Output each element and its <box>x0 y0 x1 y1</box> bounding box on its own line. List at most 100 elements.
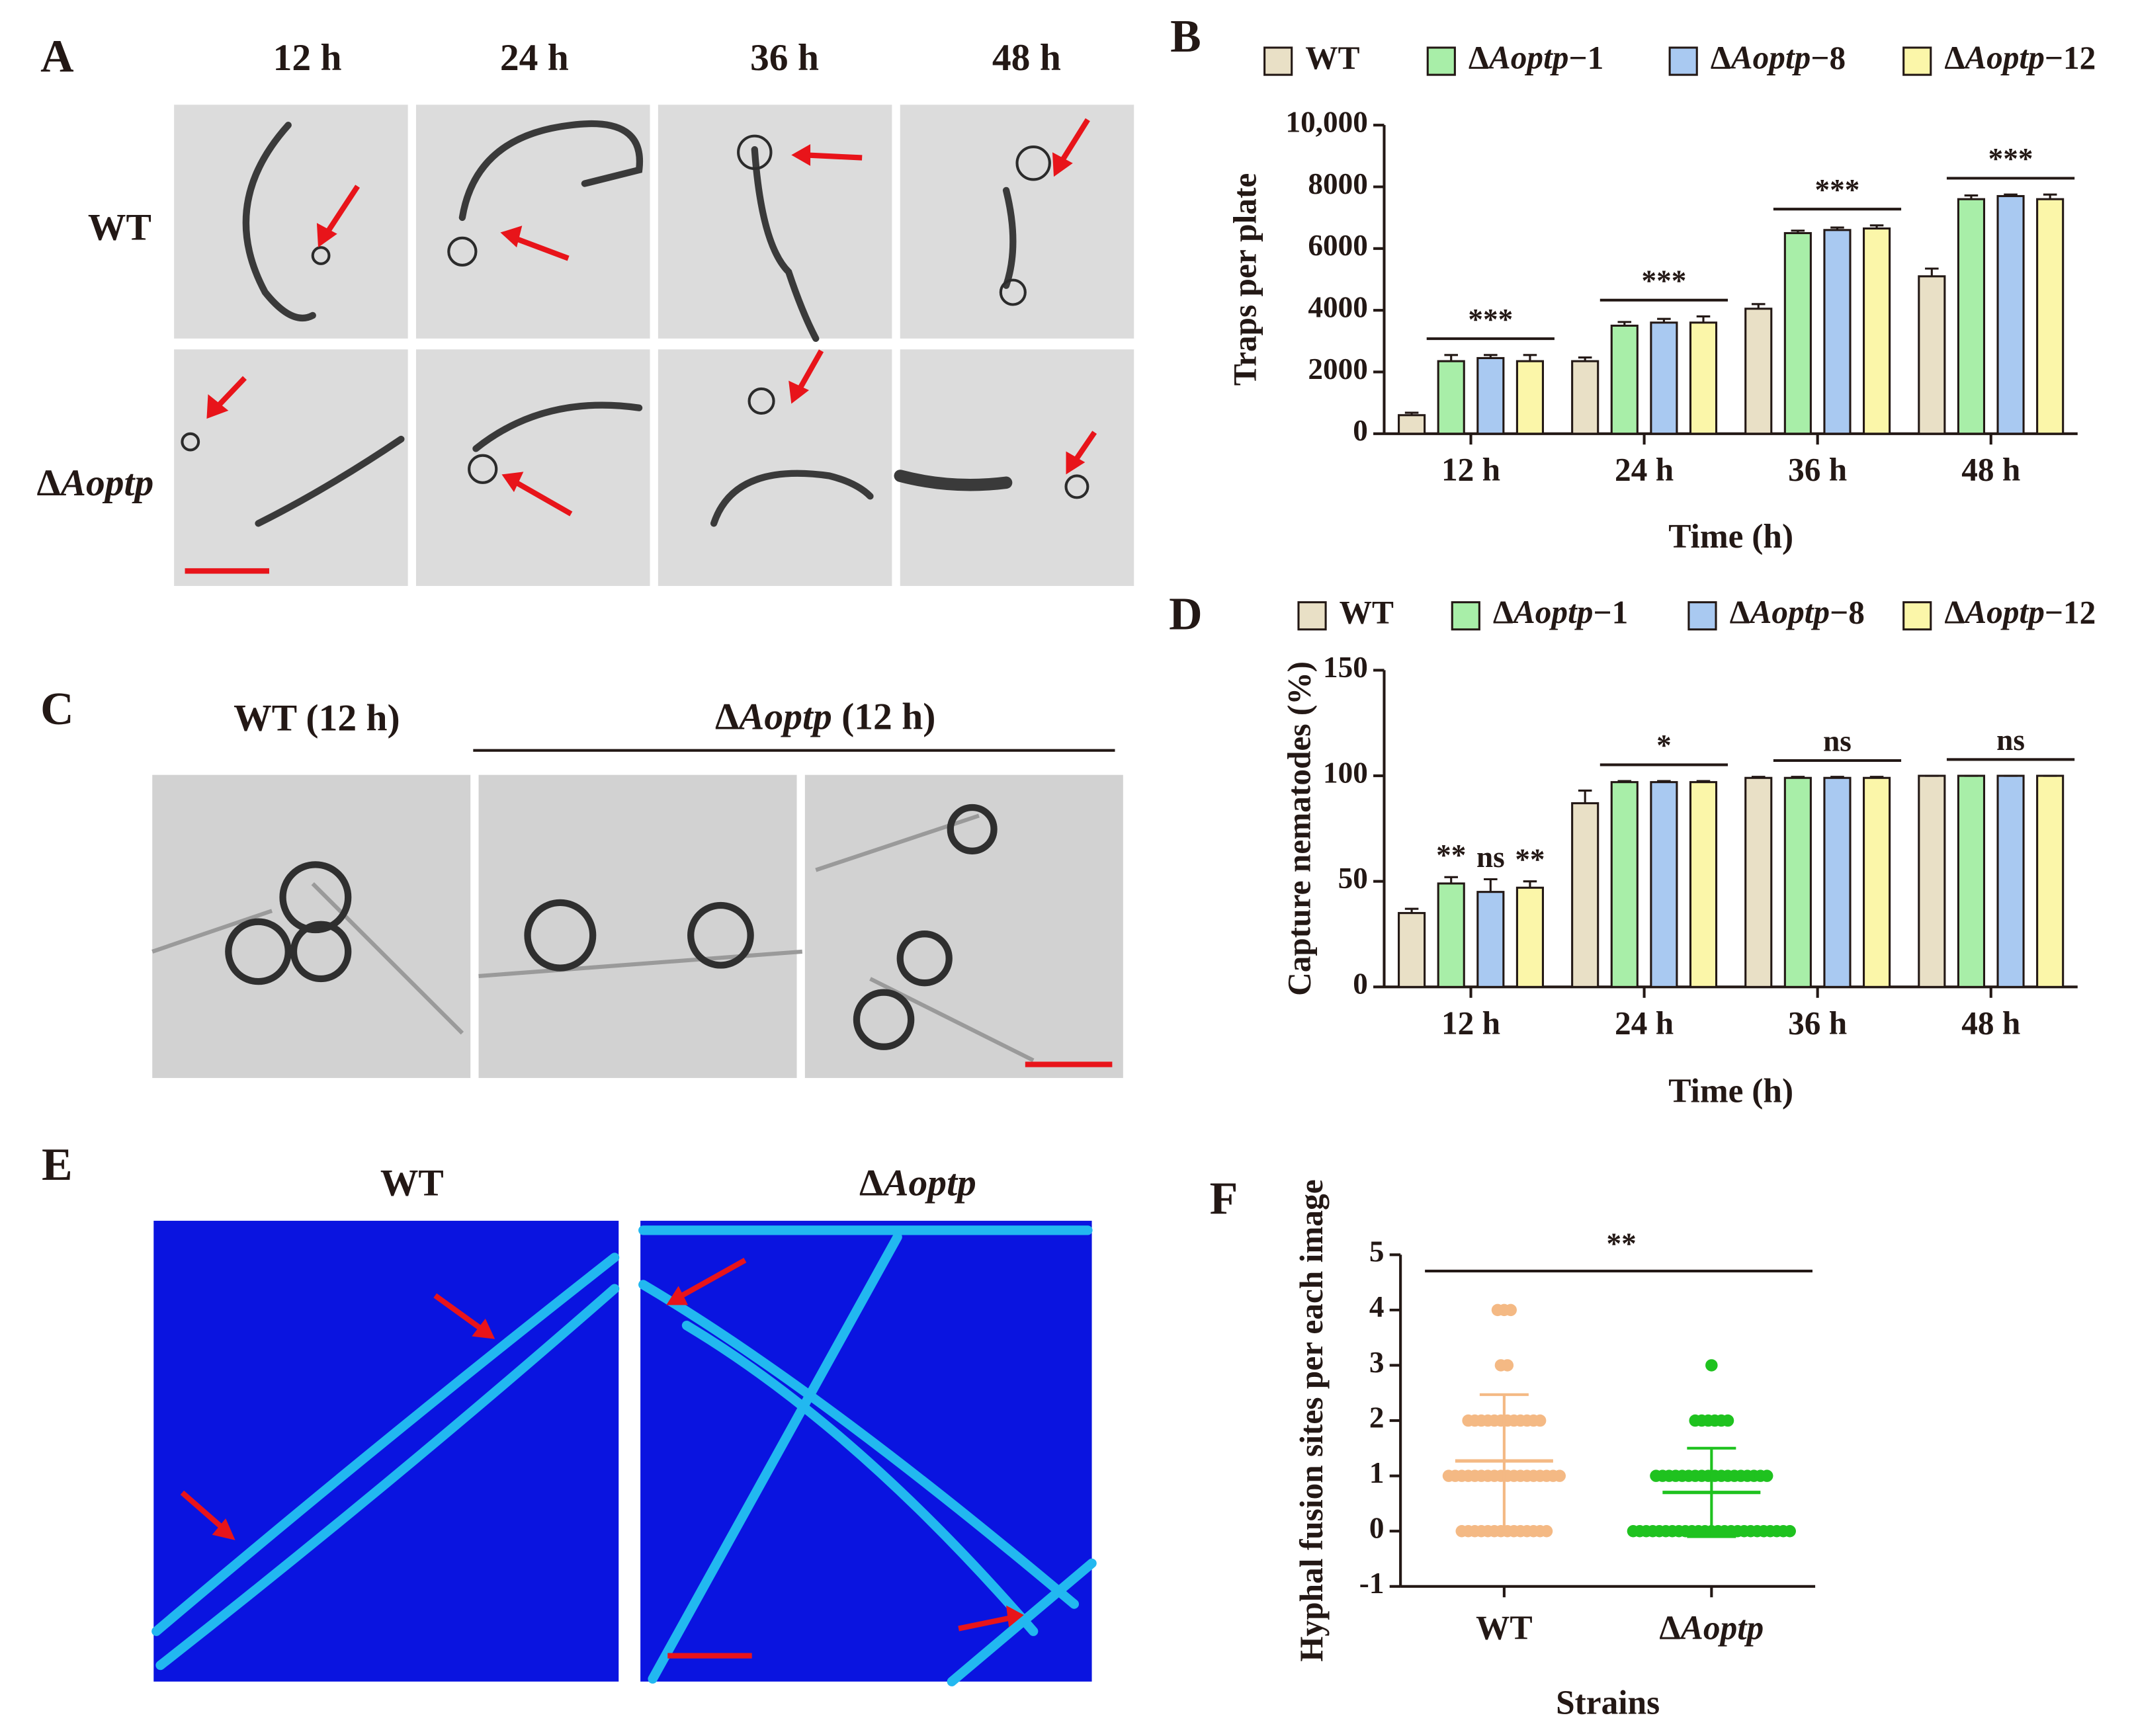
legend-label: ΔAoptp−1 <box>1493 595 1628 631</box>
arrow <box>513 235 570 261</box>
bar <box>1398 414 1426 435</box>
trap <box>468 454 498 484</box>
error-bar <box>1830 226 1844 230</box>
arrows-a <box>206 118 1097 517</box>
legend-swatch <box>1902 601 1932 631</box>
legend-label: ΔAoptp−8 <box>1711 40 1846 76</box>
error-bar <box>1696 780 1711 782</box>
bar <box>1610 324 1639 435</box>
bar <box>2036 774 2065 988</box>
micrograph <box>658 104 892 339</box>
arrow <box>323 185 361 235</box>
micrographs-a <box>174 104 1134 586</box>
column-label: 12 h <box>273 37 342 79</box>
x-tick-label: 12 h <box>1441 1005 1500 1041</box>
legend-label: ΔAoptp−8 <box>1730 595 1865 631</box>
significance-label: ns <box>1823 725 1852 758</box>
bar <box>1476 891 1505 988</box>
micrograph <box>415 104 650 339</box>
trap <box>1064 474 1089 499</box>
y-tick-label: 5 <box>1369 1235 1385 1268</box>
bar <box>1437 360 1465 435</box>
error-bar <box>1925 267 1939 276</box>
bar <box>1863 776 1891 988</box>
error-bar <box>1791 229 1805 233</box>
bar <box>1957 774 1986 988</box>
image-title: ΔAoptp <box>859 1163 976 1204</box>
micrograph <box>174 349 408 586</box>
error-bar <box>1830 776 1844 778</box>
x-axis-label: Time (h) <box>1668 1073 1793 1110</box>
bar <box>1918 774 1946 988</box>
error-bar <box>2043 193 2057 200</box>
bar <box>1476 356 1505 435</box>
error-bar <box>1523 354 1537 362</box>
x-tick-label: 48 h <box>1961 1005 2020 1041</box>
arrow <box>804 152 863 161</box>
significance-label: *** <box>1641 265 1686 298</box>
x-tick-label: 12 h <box>1441 452 1500 488</box>
bar <box>1823 229 1852 435</box>
error-bar <box>1404 411 1419 415</box>
arrow <box>180 1490 228 1533</box>
data-point <box>1783 1524 1796 1538</box>
bar <box>1744 776 1773 988</box>
trap <box>279 861 352 934</box>
panel-label: C <box>40 684 73 735</box>
bar <box>1689 321 1718 435</box>
error-bar <box>1869 224 1884 229</box>
trap <box>290 921 352 983</box>
error-bar <box>1964 194 1979 200</box>
nematodes <box>242 120 1017 527</box>
arrow <box>795 349 824 393</box>
nematode <box>255 435 405 527</box>
arrows-e <box>180 1257 1024 1632</box>
significance-label: *** <box>1815 173 1860 206</box>
legend-label: WT <box>1305 40 1359 76</box>
bar <box>1515 360 1545 435</box>
error-bar <box>1751 303 1766 309</box>
legend-swatch <box>1902 46 1932 76</box>
trap <box>225 918 292 985</box>
data-point <box>1501 1359 1514 1372</box>
y-tick-label: 50 <box>1338 862 1368 895</box>
row-label: ΔAoptp <box>36 462 153 504</box>
error-bar <box>1484 354 1498 358</box>
panel-label: E <box>42 1139 73 1190</box>
y-tick-label: 2000 <box>1308 352 1367 386</box>
trap <box>947 804 998 854</box>
panel-label: D <box>1169 589 1202 640</box>
x-tick-label: 36 h <box>1788 452 1847 488</box>
legend-label: ΔAoptp−12 <box>1944 595 2096 631</box>
significance-label: *** <box>1468 303 1513 336</box>
bar <box>1783 776 1812 988</box>
row-label: WT <box>88 207 151 249</box>
error-bar <box>1617 780 1632 782</box>
micrograph <box>415 349 650 586</box>
bar <box>1515 886 1545 988</box>
nematode <box>458 120 644 222</box>
arrowhead <box>212 1518 235 1540</box>
error-bar <box>1617 321 1632 326</box>
panel-label: A <box>40 32 73 83</box>
arrowhead <box>1006 1605 1024 1628</box>
significance-label: ** <box>1607 1227 1637 1260</box>
nematode <box>1002 186 1017 289</box>
trap <box>737 134 773 171</box>
panel-label: B <box>1170 11 1201 62</box>
legend-swatch <box>1297 601 1327 631</box>
legend-swatch <box>1687 601 1717 631</box>
micrograph <box>174 104 408 339</box>
significance-label: ns <box>1996 723 2025 757</box>
y-tick-label: 4 <box>1369 1290 1385 1323</box>
error-bar <box>1444 876 1458 884</box>
error-bar <box>1484 878 1498 892</box>
trap <box>1015 145 1051 181</box>
y-tick-label: 3 <box>1369 1346 1385 1379</box>
legend-label: ΔAoptp−12 <box>1944 40 2096 76</box>
hypha <box>681 1320 1039 1636</box>
y-tick-label: 10,000 <box>1285 106 1367 139</box>
error-bar <box>1657 317 1671 323</box>
bar <box>1744 308 1773 435</box>
